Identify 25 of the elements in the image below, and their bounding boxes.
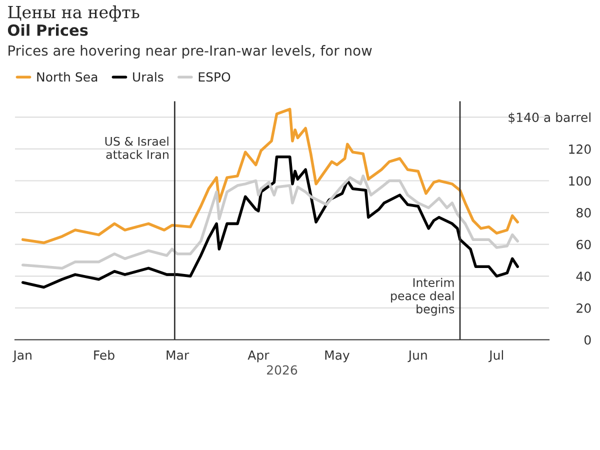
y-tick-label: 80 bbox=[576, 208, 591, 218]
x-tick-label: Feb bbox=[94, 350, 114, 360]
legend-label: Urals bbox=[133, 72, 164, 82]
ref-line-label: Interim peace deal begins bbox=[391, 278, 454, 316]
y-tick-label: 120 bbox=[569, 144, 591, 154]
x-tick-label: Jun bbox=[408, 350, 427, 362]
y-tick-label: 100 bbox=[569, 176, 591, 186]
x-axis-title: 2026 bbox=[267, 365, 298, 375]
x-tick-label: Jul bbox=[488, 350, 504, 362]
y-tick-label: 40 bbox=[576, 272, 591, 282]
chart-subtitle: Prices are hovering near pre-Iran-war levels, for now bbox=[8, 45, 372, 58]
x-tick-label: May bbox=[325, 350, 350, 362]
x-tick-label: Jan bbox=[12, 350, 32, 362]
y-tick-label: 60 bbox=[576, 240, 591, 250]
y-tick-label: $140 a barrel bbox=[508, 112, 590, 124]
x-tick-label: Mar bbox=[166, 350, 190, 360]
chart-title: Oil Prices bbox=[8, 24, 88, 36]
line-series bbox=[21, 174, 519, 270]
legend-label: ESPO bbox=[198, 72, 230, 82]
text: Цены на нефть bbox=[8, 5, 140, 22]
y-tick-label: 0 bbox=[584, 335, 591, 345]
legend-label: North Sea bbox=[37, 72, 98, 82]
x-tick-label: Apr bbox=[248, 350, 270, 362]
ref-line-label: US & Israel attack Iran bbox=[105, 136, 168, 159]
y-tick-label: 20 bbox=[576, 303, 591, 313]
